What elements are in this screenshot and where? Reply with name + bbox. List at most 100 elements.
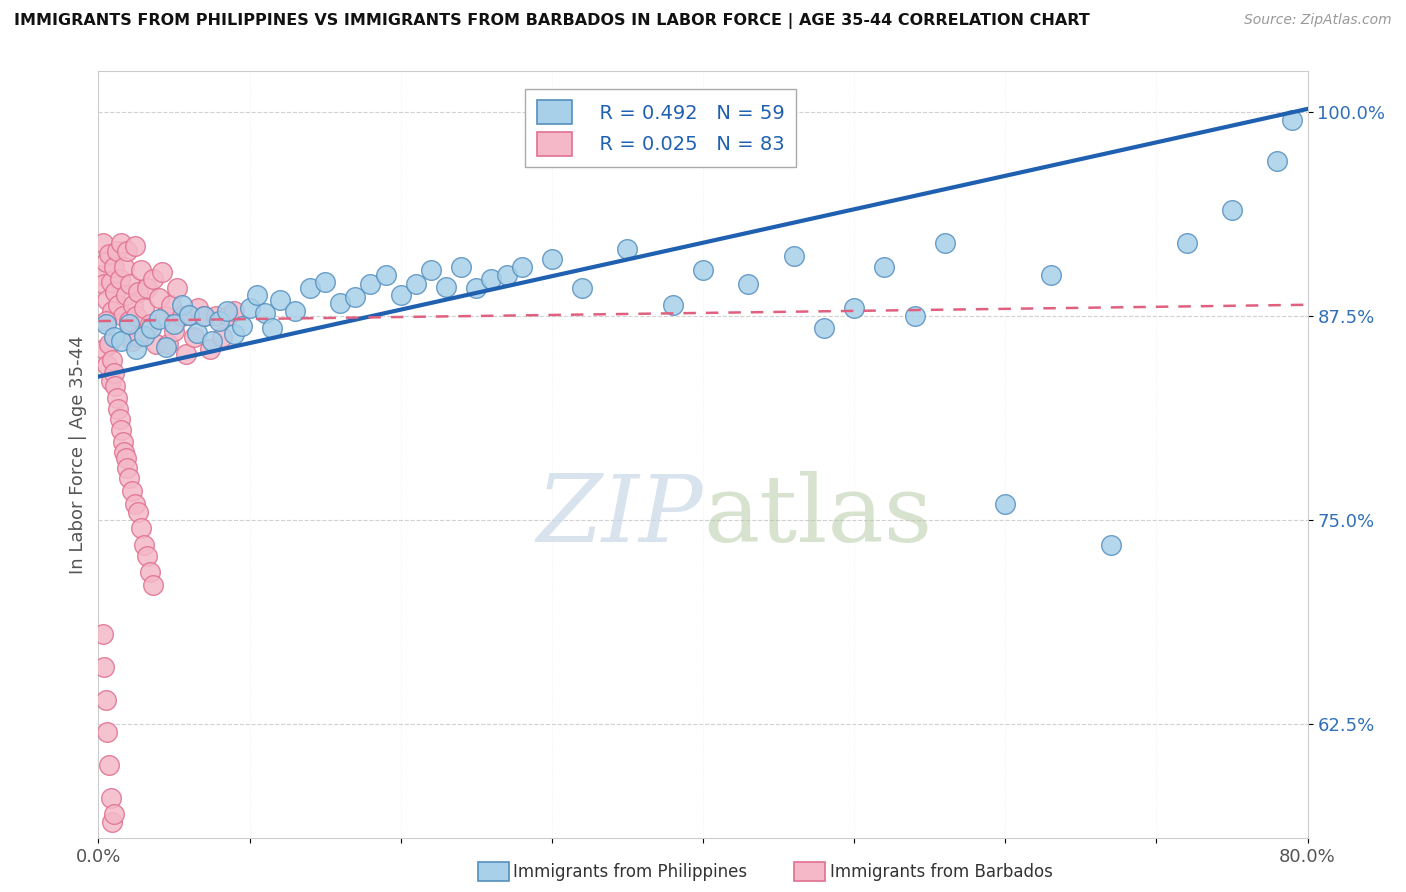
Point [246,288,269,302]
Point [1220,203,1243,218]
Point [1175,235,1198,250]
Point [127,285,149,299]
Point [94,314,117,328]
Point [183,330,205,344]
Point [103,807,125,822]
Point [139,318,162,332]
Point [105,244,128,258]
Point [118,314,141,328]
Point [737,277,759,291]
Point [108,271,131,285]
Point [135,281,157,295]
Point [132,328,155,343]
Point [118,471,141,485]
Point [692,263,714,277]
Point [155,340,177,354]
Point [124,239,146,253]
Point [239,301,262,315]
Text: atlas: atlas [703,471,932,561]
Text: Immigrants from Philippines: Immigrants from Philippines [513,863,748,881]
Point [174,347,197,361]
Point [96,358,118,372]
Point [904,309,927,323]
Point [93,342,115,356]
Point [150,265,173,279]
Point [122,298,145,312]
Point [142,271,165,285]
Point [142,578,165,592]
Point [783,249,806,263]
Point [844,301,866,315]
Point [94,255,117,269]
Point [129,263,152,277]
Point [125,309,148,323]
Point [128,330,150,344]
Point [121,483,143,498]
Point [110,424,132,438]
Point [420,263,443,277]
Point [495,268,517,283]
Point [450,260,472,275]
Point [193,309,215,323]
Point [112,260,135,275]
Point [121,334,143,348]
Point [118,318,141,332]
Point [1039,268,1062,283]
Point [262,320,284,334]
Point [141,320,163,334]
Point [211,330,233,344]
Point [405,277,427,291]
Point [91,627,114,641]
Point [314,275,336,289]
Point [389,288,412,302]
Point [132,538,155,552]
Point [616,242,638,256]
Point [153,309,176,323]
Point [101,815,124,830]
Point [94,692,117,706]
Point [107,298,129,312]
Point [127,505,149,519]
Point [163,324,186,338]
Point [115,461,138,475]
Point [96,725,118,739]
Point [103,330,125,344]
Point [100,375,122,389]
Point [224,327,246,342]
Point [200,342,222,356]
Point [540,252,562,266]
Point [186,326,208,340]
Point [104,379,127,393]
Point [187,301,209,315]
Point [231,318,253,333]
Point [110,235,132,250]
Y-axis label: In Labor Force | Age 35-44: In Labor Force | Age 35-44 [69,335,87,574]
Point [114,288,136,302]
Point [163,318,186,332]
Point [98,337,121,351]
Point [813,320,835,334]
Point [101,304,124,318]
Point [103,260,125,275]
Point [374,268,396,283]
Point [93,277,115,291]
Point [91,235,114,250]
Point [179,308,201,322]
Point [224,304,246,318]
Point [139,566,162,580]
Point [329,296,352,310]
Point [93,660,115,674]
Point [179,308,201,322]
Point [110,334,132,348]
Point [112,444,135,458]
Point [98,758,121,772]
Point [253,306,276,320]
Point [1281,113,1303,128]
Point [1099,538,1122,552]
Point [269,293,291,307]
Text: Source: ZipAtlas.com: Source: ZipAtlas.com [1244,13,1392,28]
Text: IMMIGRANTS FROM PHILIPPINES VS IMMIGRANTS FROM BARBADOS IN LABOR FORCE | AGE 35-: IMMIGRANTS FROM PHILIPPINES VS IMMIGRANT… [14,13,1090,29]
Point [108,412,131,426]
Text: ZIP: ZIP [536,471,703,561]
Point [94,318,117,332]
